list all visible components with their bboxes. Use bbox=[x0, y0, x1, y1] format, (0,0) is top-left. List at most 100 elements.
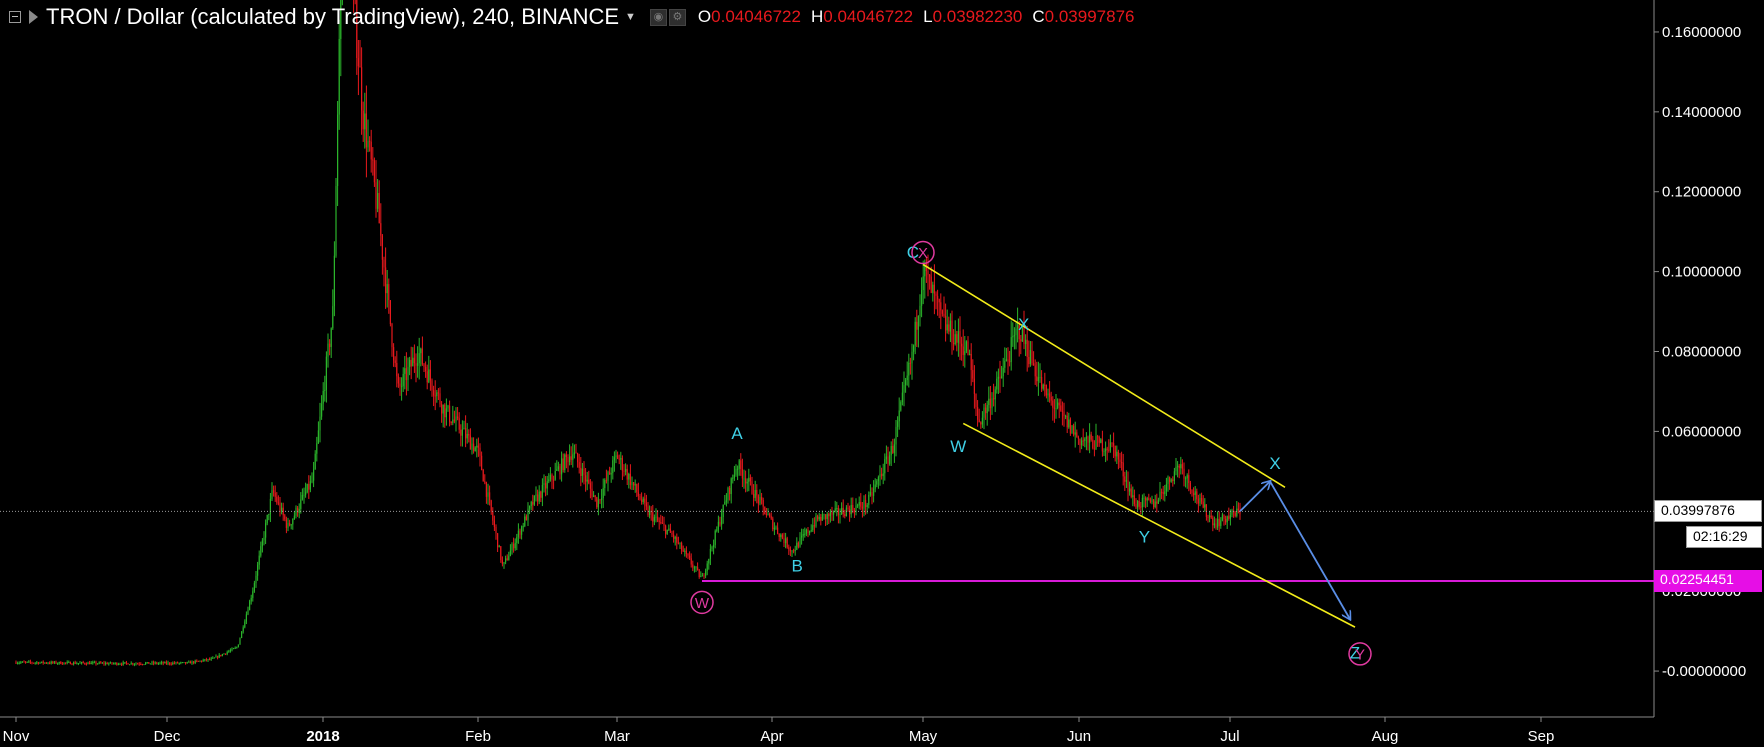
candle-body bbox=[775, 527, 777, 529]
candle-body bbox=[567, 456, 569, 463]
candle-body bbox=[791, 550, 793, 552]
candle-body bbox=[602, 488, 604, 499]
candle-body bbox=[293, 515, 295, 520]
candle-body bbox=[1121, 462, 1123, 464]
candle-body bbox=[15, 662, 17, 664]
candle-body bbox=[385, 267, 387, 294]
candle-body bbox=[92, 662, 94, 664]
candle-body bbox=[1137, 501, 1139, 508]
candle-body bbox=[575, 452, 577, 454]
candle-body bbox=[689, 555, 691, 559]
candle-body bbox=[49, 663, 51, 665]
candle-body bbox=[783, 538, 785, 544]
candle-body bbox=[369, 140, 371, 142]
candle-body bbox=[655, 516, 657, 518]
candle-body bbox=[1167, 477, 1169, 484]
chevron-down-icon[interactable]: ▼ bbox=[625, 11, 636, 23]
candle-body bbox=[423, 364, 425, 367]
flag-icon[interactable] bbox=[29, 10, 38, 24]
candle-body bbox=[84, 662, 86, 664]
collapse-icon[interactable] bbox=[9, 11, 21, 23]
candle-body bbox=[615, 455, 617, 458]
candle-body bbox=[191, 661, 193, 664]
candle-body bbox=[1105, 448, 1107, 452]
candle-body bbox=[125, 662, 127, 664]
candle-body bbox=[325, 356, 327, 390]
candle-body bbox=[445, 408, 447, 418]
candle-body bbox=[825, 514, 827, 520]
candle-body bbox=[866, 504, 868, 507]
candle-body bbox=[847, 507, 849, 510]
candle-body bbox=[1188, 475, 1190, 483]
candle-body bbox=[753, 493, 755, 498]
candle-body bbox=[860, 501, 862, 507]
candle-body bbox=[586, 479, 588, 482]
candle-body bbox=[500, 546, 502, 561]
candle-body bbox=[47, 663, 49, 665]
candle-body bbox=[271, 490, 273, 499]
candle-body bbox=[874, 484, 876, 489]
candle-body bbox=[701, 575, 703, 577]
candle-body bbox=[628, 473, 630, 480]
candle-body bbox=[153, 662, 155, 664]
candle-body bbox=[994, 389, 996, 400]
wave-label-w: W bbox=[950, 437, 966, 456]
candle-body bbox=[468, 433, 470, 436]
candle-body bbox=[938, 299, 940, 303]
candle-body bbox=[1133, 495, 1135, 505]
candle-body bbox=[154, 662, 156, 664]
candle-body bbox=[634, 484, 636, 486]
candle-body bbox=[324, 389, 326, 391]
candle-body bbox=[786, 538, 788, 548]
candle-body bbox=[914, 321, 916, 346]
x-tick-label: Nov bbox=[3, 728, 30, 745]
candle-body bbox=[114, 662, 116, 664]
candle-body bbox=[924, 262, 926, 277]
candle-body bbox=[1109, 442, 1111, 451]
candle-body bbox=[1065, 415, 1067, 417]
candle-body bbox=[333, 255, 335, 307]
candle-body bbox=[929, 274, 931, 277]
candle-body bbox=[740, 460, 742, 470]
eye-icon[interactable]: ◉ bbox=[649, 8, 667, 26]
candle-body bbox=[39, 662, 41, 664]
candle-body bbox=[762, 500, 764, 507]
candle-body bbox=[1007, 359, 1009, 362]
symbol-title[interactable]: TRON / Dollar (calculated by TradingView… bbox=[46, 4, 620, 29]
candle-body bbox=[1085, 436, 1087, 439]
candle-body bbox=[730, 478, 732, 495]
gear-icon[interactable]: ⚙ bbox=[668, 8, 686, 26]
candle-body bbox=[1018, 325, 1020, 340]
candle-body bbox=[68, 661, 70, 663]
candle-body bbox=[729, 488, 731, 495]
candle-body bbox=[257, 564, 259, 576]
candle-body bbox=[1068, 419, 1070, 428]
candle-body bbox=[991, 398, 993, 409]
candle-body bbox=[1031, 350, 1033, 364]
candle-body bbox=[313, 469, 315, 481]
candle-body bbox=[767, 514, 769, 516]
candle-body bbox=[722, 504, 724, 517]
candle-body bbox=[119, 664, 121, 666]
candle-body bbox=[660, 522, 662, 524]
candle-body bbox=[460, 429, 462, 436]
candle-body bbox=[109, 662, 111, 664]
candle-body bbox=[100, 662, 102, 664]
candle-body bbox=[594, 495, 596, 498]
candle-body bbox=[290, 524, 292, 526]
candle-body bbox=[964, 351, 966, 356]
candle-body bbox=[901, 392, 903, 403]
candle-body bbox=[79, 662, 81, 664]
candle-body bbox=[1201, 498, 1203, 502]
candle-body bbox=[322, 390, 324, 404]
x-tick-label: Aug bbox=[1372, 728, 1399, 745]
candle-body bbox=[525, 516, 527, 521]
candle-body bbox=[937, 295, 939, 300]
candle-body bbox=[764, 506, 766, 515]
x-tick-label: May bbox=[909, 728, 938, 745]
candle-body bbox=[618, 458, 620, 460]
candle-body bbox=[498, 546, 500, 548]
candle-body bbox=[522, 526, 524, 528]
candle-body bbox=[801, 535, 803, 538]
